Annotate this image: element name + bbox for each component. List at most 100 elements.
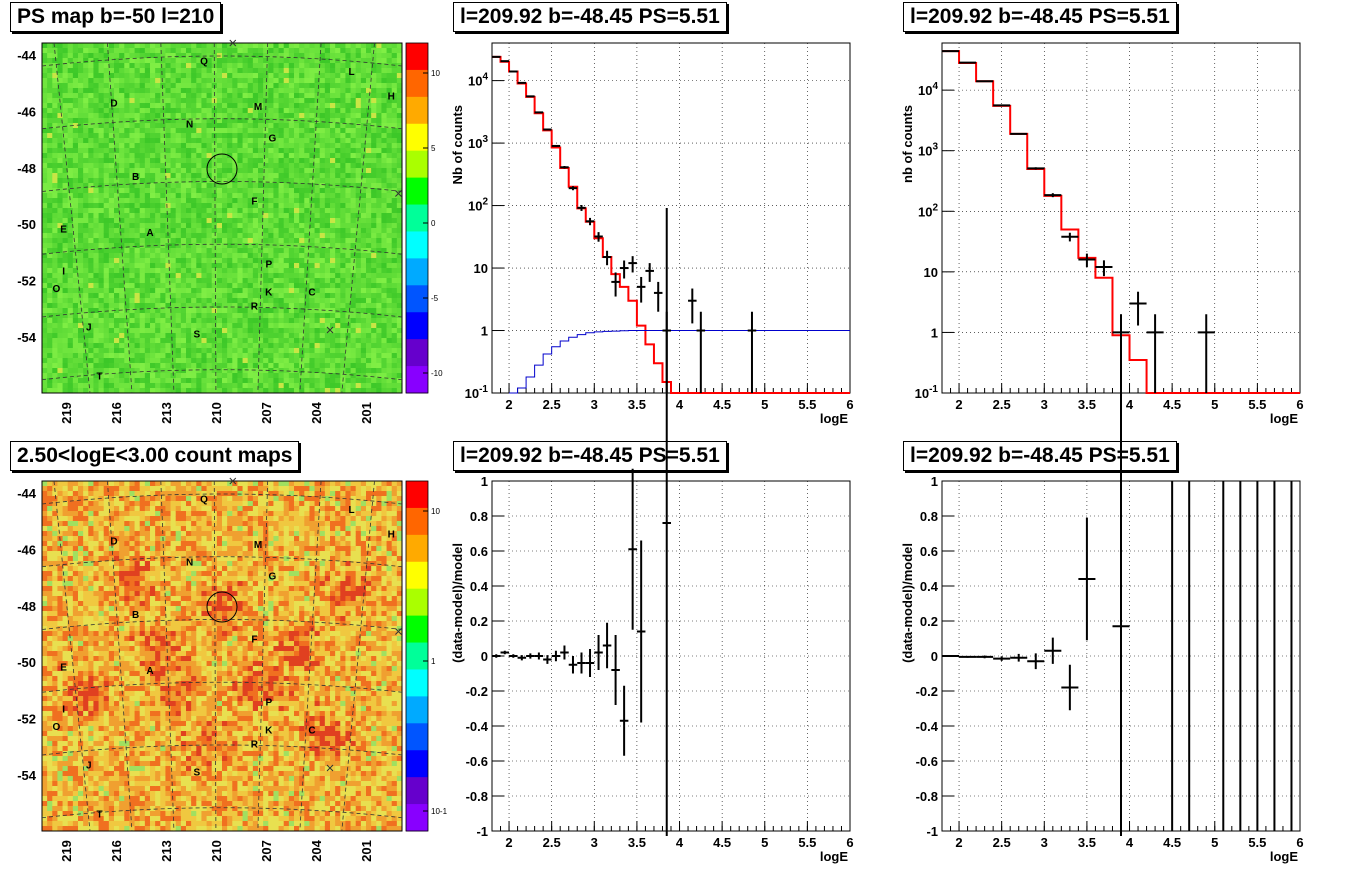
chart2-xtick-label: 6	[1296, 397, 1303, 412]
chart4-xtick-label: 2.5	[993, 835, 1011, 850]
chart4-ytick-label: 1	[931, 474, 938, 489]
map2-region-m: M	[254, 540, 262, 551]
map2-region-c: C	[308, 726, 315, 737]
spectrum2-title: l=209.92 b=-48.45 PS=5.51	[903, 2, 1177, 32]
chart4-ytick-label: 0	[931, 649, 938, 664]
chart1-ytick-label: 103	[468, 134, 488, 151]
map1-colorscale-frame	[405, 42, 429, 394]
chart3-xtick-label: 6	[846, 835, 853, 850]
map1-colorscale-label: -10	[431, 369, 443, 378]
chart3-xtick-label: 5.5	[798, 835, 816, 850]
map1-colorscale-band	[406, 96, 428, 125]
map2-graticule-lon	[341, 480, 375, 832]
chart1-ylabel: Nb of counts	[450, 105, 465, 184]
map2-lon-tick: 207	[259, 840, 274, 862]
chart4-ytick-label: 0.8	[920, 509, 938, 524]
chart1-ytick-label: 10	[474, 261, 488, 276]
map2-colorscale-band	[406, 561, 428, 590]
map1-graticule-lon	[299, 42, 322, 394]
map1-lon-tick: 219	[59, 402, 74, 424]
map1-graticule-lon	[107, 42, 133, 394]
chart4-xtick-label: 4.5	[1163, 835, 1181, 850]
map1-graticule-lon	[53, 42, 91, 394]
map2-colorscale-band	[406, 481, 428, 509]
chart2-ytick-label: 10-1	[915, 384, 939, 401]
map2-region-e: E	[60, 663, 67, 674]
chart1-xtick-label: 3	[591, 397, 598, 412]
map1-region-d: D	[110, 99, 117, 110]
map2-colorscale-band	[406, 669, 428, 697]
chart3-ytick-label: -0.4	[466, 719, 489, 734]
chart4-ytick-label: 0.2	[920, 614, 938, 629]
map2-colorscale-band	[406, 588, 428, 617]
chart2-xtick-label: 5.5	[1248, 397, 1266, 412]
chart4-ytick-label: -0.4	[916, 719, 939, 734]
chart3-ylabel: (data-model)/model	[450, 543, 465, 663]
map1-region-l: L	[349, 67, 355, 78]
map2-region-a: A	[146, 666, 153, 677]
map2-lat-tick: -46	[17, 542, 36, 557]
map1-lon-tick: 204	[309, 401, 324, 423]
residual1-title: l=209.92 b=-48.45 PS=5.51	[453, 441, 727, 471]
chart4-ylabel: (data-model)/model	[900, 543, 915, 663]
map2-region-f: F	[251, 635, 257, 646]
map1-region-s: S	[193, 330, 200, 341]
map1-cross-marker	[326, 326, 334, 334]
chart3-xtick-label: 5	[761, 835, 768, 850]
chart4-xlabel: logE	[1270, 849, 1298, 864]
chart3-xtick-label: 3.5	[628, 835, 646, 850]
map1-colorscale-label: 0	[431, 219, 436, 228]
chart2-xtick-label: 3.5	[1078, 397, 1096, 412]
map1-lon-tick: 207	[259, 402, 274, 424]
map1-graticule-lon	[341, 42, 375, 394]
map2-lon-tick: 201	[359, 840, 374, 862]
spectrum1-title: l=209.92 b=-48.45 PS=5.51	[453, 2, 727, 32]
map2-map-image	[42, 481, 403, 832]
chart4-ytick-label: -0.6	[916, 754, 938, 769]
map1-region-c: C	[308, 288, 315, 299]
map2-region-r: R	[251, 740, 259, 751]
chart2-ylabel: nb of counts	[900, 105, 915, 183]
map2-region-s: S	[193, 768, 200, 779]
chart3-xlabel: logE	[820, 849, 848, 864]
map1-region-i: I	[62, 267, 65, 278]
map2-colorscale-band	[406, 804, 428, 832]
map2-region-d: D	[110, 537, 117, 548]
map2-colorscale-band	[406, 723, 428, 751]
map1-colorscale-band	[406, 366, 428, 394]
chart1-xtick-label: 5.5	[798, 397, 816, 412]
map2-colorscale-label: 10	[431, 507, 440, 516]
map1-region-o: O	[53, 284, 61, 295]
chart2-xtick-label: 4	[1126, 397, 1134, 412]
map2-colorscale-label: 10-1	[431, 807, 448, 816]
map1-region-n: N	[186, 120, 193, 131]
chart1-xtick-label: 3.5	[628, 397, 646, 412]
map2-lon-tick: 210	[209, 840, 224, 862]
map1-region-k: K	[265, 288, 273, 299]
map1-colorscale-band	[406, 150, 428, 179]
map2-graticule-lon	[107, 480, 133, 832]
chart3-ytick-label: 0.4	[470, 579, 489, 594]
chart1-xtick-label: 6	[846, 397, 853, 412]
map2-colorscale-band	[406, 642, 428, 670]
chart3-xtick-label: 4.5	[713, 835, 731, 850]
map1-lat-tick: -52	[17, 274, 36, 289]
map2-graticule-lon	[257, 480, 269, 832]
chart1-ytick-label: 104	[468, 72, 488, 89]
map2-lon-tick: 213	[159, 840, 174, 862]
map1-map-frame	[41, 42, 403, 394]
map2-colorscale-label: 1	[431, 657, 436, 666]
map2-lat-tick: -50	[17, 655, 36, 670]
map1-colorscale-label: -5	[431, 294, 439, 303]
map1-region-h: H	[388, 92, 395, 103]
map2-cross-marker	[395, 628, 402, 635]
chart2-xtick-label: 2.5	[993, 397, 1011, 412]
map2-region-t: T	[97, 810, 103, 821]
chart1-plot-frame	[491, 42, 851, 394]
chart3-ytick-label: -0.2	[466, 684, 488, 699]
chart1-xtick-label: 2.5	[543, 397, 561, 412]
chart1-ytick-label: 10-1	[465, 384, 489, 401]
chart2-ytick-label: 104	[918, 81, 938, 98]
chart3-xtick-label: 3	[591, 835, 598, 850]
chart2-ytick-label: 102	[918, 202, 938, 219]
